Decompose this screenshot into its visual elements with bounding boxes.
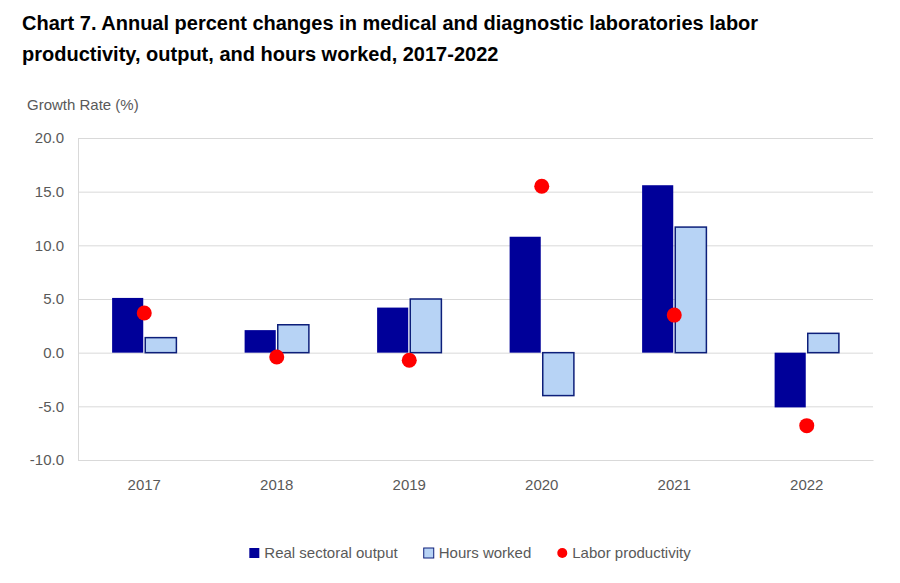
x-tick: 2020 [525,476,558,493]
y-tick-label: -10.0 [30,451,64,468]
grid-line [78,245,873,246]
grid-line [78,353,873,354]
point [269,349,284,364]
y-tick-label: 10.0 [35,237,64,254]
y-tick-label: 0.0 [43,344,64,361]
x-axis-line [79,460,874,461]
legend-label: Hours worked [439,544,532,561]
bar [410,299,441,353]
x-tick: 2022 [790,476,823,493]
y-tick-label: 20.0 [35,129,64,146]
y-axis-title: Growth Rate (%) [27,96,139,113]
y-tick-label: -5.0 [38,398,64,415]
title: Chart 7. Annual percent changes in medic… [22,12,758,65]
bar [112,298,143,353]
point [799,418,814,433]
y-tick-label: 5.0 [43,290,64,307]
legend-label: Labor productivity [572,544,691,561]
legend-swatch [557,548,567,558]
legend: Real sectoral output Hours worked Labor pr… [249,544,691,561]
legend-swatch [424,548,434,558]
bar [145,338,176,353]
y-tick: 10.0 [35,237,873,254]
y-tick: 5.0 [43,290,873,307]
grid-line [78,406,873,407]
x-tick: 2017 [128,476,161,493]
point [534,179,549,194]
x-tick: 2021 [658,476,691,493]
marks [112,179,839,433]
legend-item: Hours worked [424,544,532,561]
grid-line [78,138,873,139]
y-tick: -5.0 [38,398,873,415]
bar [543,353,574,396]
bar [245,330,276,353]
y-tick: 15.0 [35,183,873,200]
grid-line [78,192,873,193]
bar [377,308,408,353]
y-tick: 20.0 [35,129,873,146]
legend-item: Real sectoral output [249,544,398,561]
bar [808,333,839,352]
bar [278,325,309,353]
bar [675,227,706,353]
bar [775,353,806,408]
x-tick-label: 2017 [128,476,161,493]
bar [510,237,541,353]
x-tick-label: 2018 [260,476,293,493]
x-tick-label: 2021 [658,476,691,493]
x-axis: 2017 2018 2019 2020 2021 2022 [79,461,874,493]
y-tick-label: 15.0 [35,183,64,200]
x-tick-label: 2020 [525,476,558,493]
plot: -10.0-5.00.05.010.015.020.02017201820192… [30,129,874,492]
x-tick-label: 2022 [790,476,823,493]
grid-line [78,460,873,461]
x-tick-label: 2019 [393,476,426,493]
bar [642,185,673,352]
grid-line [78,299,873,300]
chart: Chart 7. Annual percent changes in medic… [0,0,900,583]
point [137,305,152,320]
y-axis: -10.0 -5.0 0.0 5.0 10.0 15.0 20.0 [30,129,873,468]
x-tick: 2018 [260,476,293,493]
x-tick: 2019 [393,476,426,493]
legend-label: Real sectoral output [264,544,398,561]
y-tick: -10.0 [30,451,873,468]
legend-swatch [249,548,259,558]
point [402,353,417,368]
legend-item: Labor productivity [557,544,691,561]
point [667,308,682,323]
